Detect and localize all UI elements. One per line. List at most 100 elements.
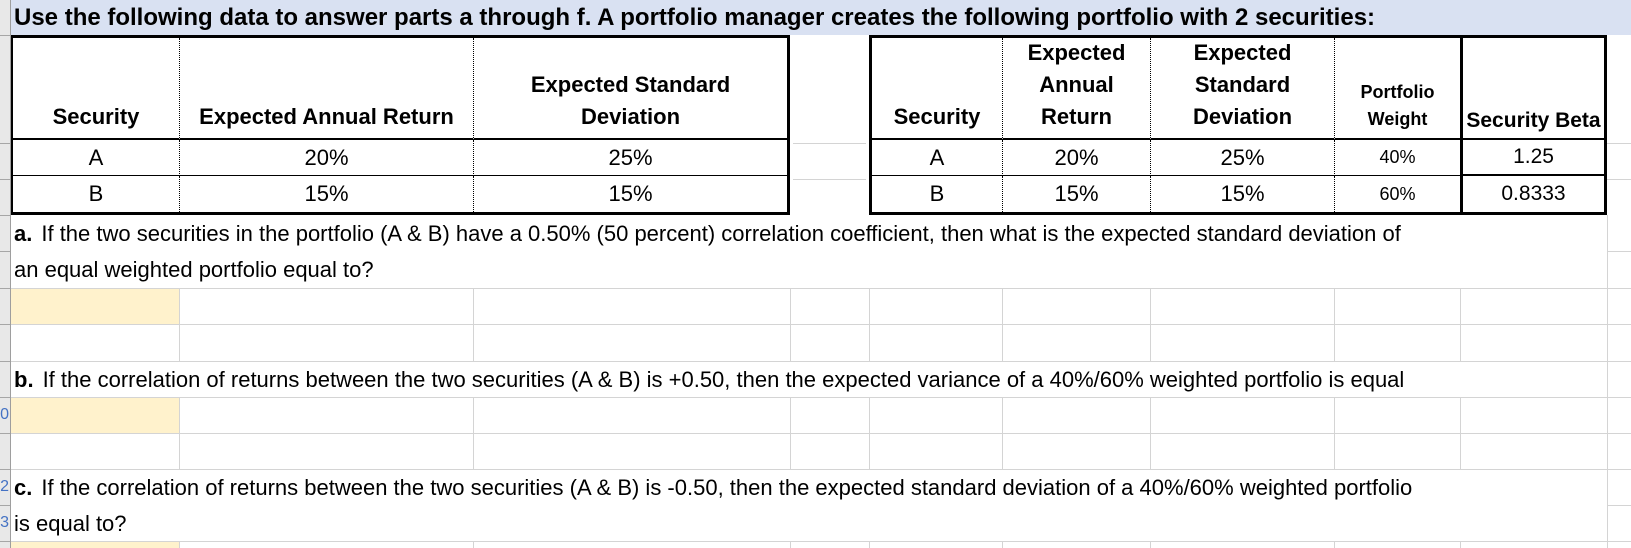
question-a-line2: an equal weighted portfolio equal to? (14, 257, 374, 282)
row-header-divider (0, 215, 10, 216)
portfolio-table: Security Expected Annual Return Expected… (869, 35, 1607, 215)
header-cell-expected-standard-deviation[interactable]: Expected Standard Deviation (473, 38, 787, 140)
gridline (1607, 505, 1631, 506)
row-header-divider (0, 541, 10, 542)
header-label: Expected Annual Return (199, 104, 454, 129)
header-cell-expected-annual-return[interactable]: Expected Annual Return (1002, 38, 1150, 140)
cell-security-b[interactable]: B (929, 181, 945, 206)
header-label: Security (893, 104, 981, 129)
cell-return-b[interactable]: 15% (1002, 176, 1150, 212)
cell-security-b[interactable]: B (88, 181, 104, 206)
question-b-text: If the correlation of returns between th… (42, 367, 1405, 392)
cell-security-a[interactable]: A (13, 140, 179, 176)
gridline (179, 541, 180, 548)
gridline (1460, 288, 1461, 361)
row-header-divider (0, 469, 10, 470)
cell-return-b[interactable]: 15% (179, 176, 473, 212)
gridline (869, 541, 870, 548)
gridline (10, 469, 1631, 470)
gridline (1607, 179, 1631, 180)
gridline (10, 324, 1631, 325)
gridline (1607, 143, 1631, 144)
gridline (10, 288, 1631, 289)
row-number: 12 (0, 478, 9, 495)
cell-weight-a[interactable]: 40% (1334, 140, 1460, 176)
gridline (10, 433, 1631, 434)
gridline (473, 397, 474, 469)
question-b[interactable]: b. If the correlation of returns between … (10, 361, 1607, 397)
gridline (10, 397, 1631, 398)
header-label: Portfolio Weight (1360, 82, 1435, 129)
row-header-divider (0, 505, 10, 506)
cell-return-a[interactable]: 20% (1002, 140, 1150, 176)
row-header-divider (0, 361, 10, 362)
gridline (10, 541, 1631, 542)
gridline (1150, 541, 1151, 548)
header-cell-expected-standard-deviation[interactable]: Expected Standard Deviation (1150, 38, 1334, 140)
gridline (790, 288, 791, 361)
gridline (179, 288, 180, 361)
row-header-divider (0, 288, 10, 289)
question-b-label: b. (14, 367, 34, 392)
cell-beta-a[interactable]: 1.25 (1460, 140, 1604, 176)
answer-cell-b[interactable] (10, 397, 179, 433)
header-cell-portfolio-weight[interactable]: Portfolio Weight (1334, 38, 1460, 140)
header-cell-expected-annual-return[interactable]: Expected Annual Return (179, 38, 473, 140)
gridline (179, 397, 180, 469)
gridline (869, 288, 870, 361)
answer-cell-c[interactable] (10, 541, 179, 548)
header-label: Expected Standard Deviation (1192, 40, 1293, 129)
gridline (1150, 288, 1151, 361)
cell-security-a[interactable]: A (872, 140, 1002, 176)
question-a-label: a. (14, 221, 33, 246)
answer-cell-a[interactable] (10, 288, 179, 324)
gridline (1460, 397, 1461, 469)
gridline (1334, 541, 1335, 548)
cell-beta-b[interactable]: 0.8333 (1460, 176, 1604, 212)
gridline (1150, 397, 1151, 469)
question-c-text: If the correlation of returns between th… (41, 475, 1413, 500)
row-header-divider (0, 433, 10, 434)
row-number: 13 (0, 514, 9, 531)
securities-table: Security Expected Annual Return Expected… (10, 35, 790, 215)
row-number: 10 (0, 406, 9, 423)
gridline (1607, 215, 1608, 548)
row-header-divider (0, 397, 10, 398)
cell-stdev-b[interactable]: 15% (1150, 176, 1334, 212)
question-c-line2: is equal to? (14, 511, 127, 536)
question-c-line1: c. If the correlation of returns between … (10, 469, 1607, 505)
gridline (473, 541, 474, 548)
question-a[interactable]: a. If the two securities in the portfolio… (10, 215, 1607, 288)
gridline (790, 541, 791, 548)
row-header-column[interactable]: 10 12 13 (0, 0, 11, 548)
cell-return-a[interactable]: 20% (179, 140, 473, 176)
row-header-divider (0, 179, 10, 180)
gridline (473, 288, 474, 361)
cell-weight-b[interactable]: 60% (1334, 176, 1460, 212)
question-a-text: If the two securities in the portfolio (… (41, 221, 1401, 246)
cell-stdev-a[interactable]: 25% (473, 140, 787, 176)
header-label: Expected Annual Return (1027, 40, 1126, 129)
row-header-divider (0, 143, 10, 144)
gridline (10, 361, 1631, 362)
row-header-divider (0, 35, 10, 36)
title-cell[interactable]: Use the following data to answer parts a… (10, 0, 1631, 35)
question-a-line1: a. If the two securities in the portfolio… (10, 215, 1607, 251)
gridline (1002, 541, 1003, 548)
cell-stdev-a[interactable]: 25% (1150, 140, 1334, 176)
header-cell-security[interactable]: Security (13, 38, 179, 140)
gridline (793, 143, 866, 144)
header-cell-security-beta[interactable]: Security Beta (1460, 38, 1604, 140)
header-label: Security (52, 104, 140, 129)
gridline (1334, 288, 1335, 361)
row-header-divider (0, 251, 10, 252)
question-c[interactable]: c. If the correlation of returns between … (10, 469, 1607, 541)
question-b-line1: b. If the correlation of returns between … (10, 361, 1607, 397)
cell-stdev-b[interactable]: 15% (473, 176, 787, 212)
header-cell-security[interactable]: Security (872, 38, 1002, 140)
header-label: Expected Standard Deviation (530, 72, 731, 129)
gridline (790, 397, 791, 469)
gridline (869, 397, 870, 469)
header-label: Security Beta (1466, 109, 1601, 132)
